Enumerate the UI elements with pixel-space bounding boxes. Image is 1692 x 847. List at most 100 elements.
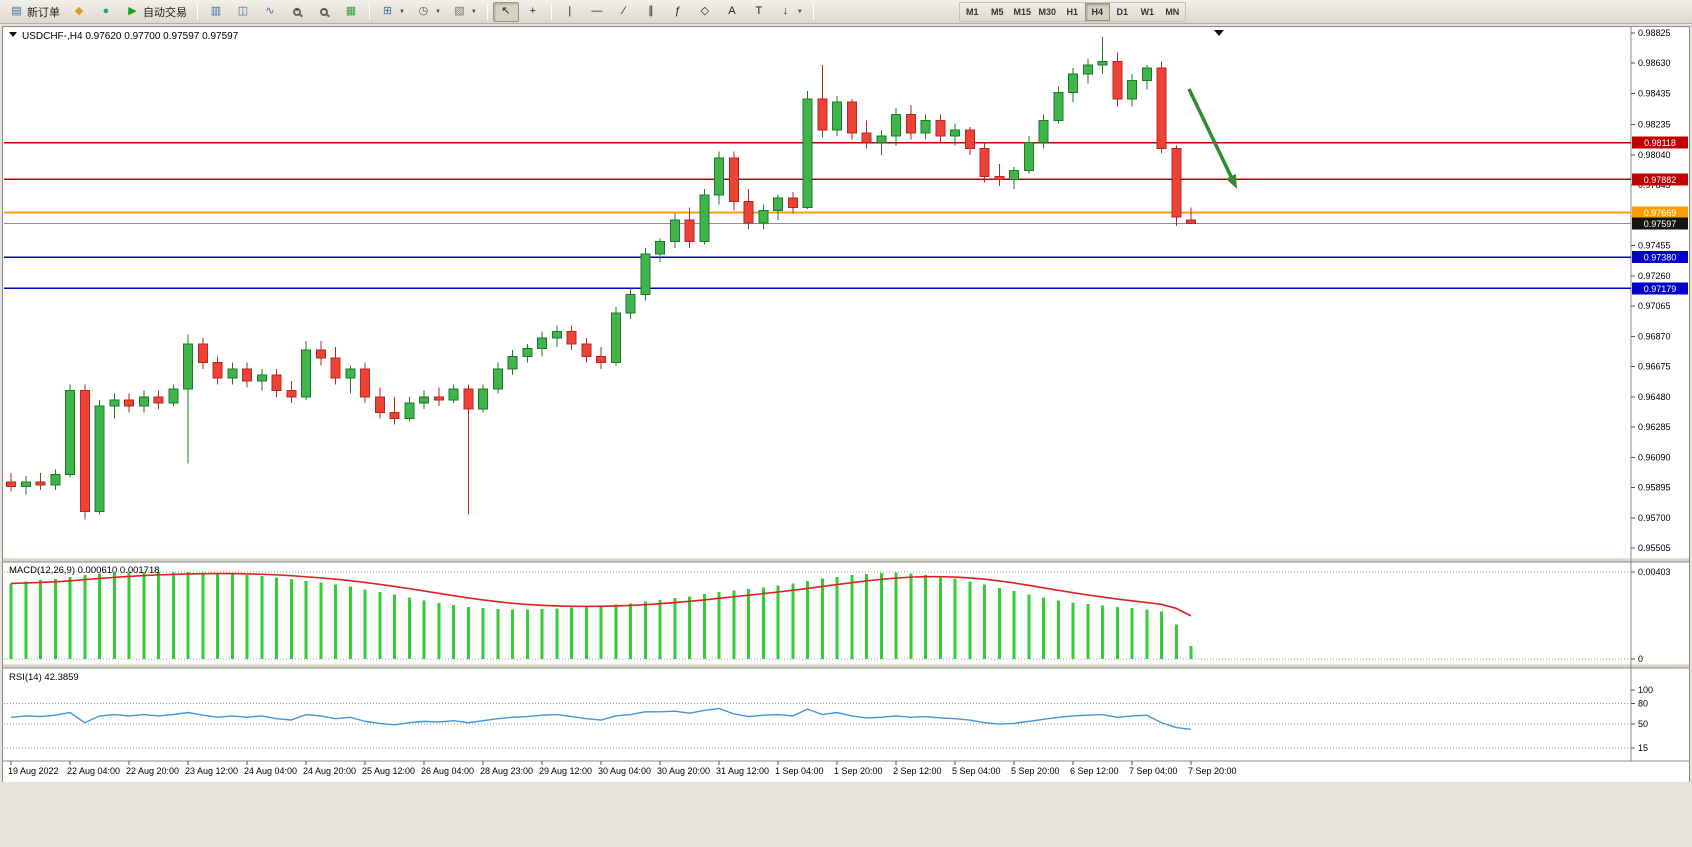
timeframe-m30[interactable]: M30 (1038, 6, 1057, 17)
candle (256, 374, 267, 382)
crosshair-button[interactable]: + (520, 2, 546, 22)
candle (168, 388, 179, 404)
new-chart-button[interactable]: ⊞ ▼ (375, 2, 410, 22)
time-tick-label: 31 Aug 12:00 (716, 766, 769, 776)
candle (640, 253, 651, 295)
timeframe-m15[interactable]: M15 (1013, 6, 1032, 17)
channel-button[interactable]: ∥ (638, 2, 664, 22)
toolbar-separator (550, 3, 552, 20)
candle (1082, 64, 1093, 75)
candle (227, 368, 238, 379)
cursor-icon: ↖ (501, 5, 511, 17)
rsi-axis-label: 15 (1638, 743, 1648, 753)
one-click-trading-arrow[interactable] (9, 32, 17, 37)
market-watch-button[interactable]: ◆ (66, 2, 92, 22)
dropdown-arrow-icon: ▼ (434, 8, 441, 15)
time-tick-label: 24 Aug 04:00 (244, 766, 297, 776)
price-tick-label: 0.98825 (1638, 28, 1671, 38)
time-tick-label: 7 Sep 04:00 (1129, 766, 1178, 776)
zoom-in-button[interactable]: + (284, 2, 310, 22)
fibonacci-button[interactable]: ƒ (665, 2, 691, 22)
candle (389, 411, 400, 419)
tile-windows-icon: ▦ (345, 5, 357, 17)
timeframe-h1[interactable]: H1 (1066, 6, 1079, 17)
chart-background (3, 27, 1689, 782)
price-badge (1632, 136, 1688, 149)
time-tick-label: 1 Sep 20:00 (834, 766, 883, 776)
new-order-button[interactable]: ▤ 新订单 (4, 2, 65, 22)
candle (802, 98, 813, 209)
candle (522, 348, 533, 357)
candle (669, 219, 680, 243)
usdchf-h4-chart[interactable]: USDCHF-,H4 0.97620 0.97700 0.97597 0.975… (2, 26, 1692, 784)
price-tick-label: 0.98040 (1638, 150, 1671, 160)
candle (684, 219, 695, 243)
timeframe-mn[interactable]: MN (1165, 6, 1180, 17)
candle (728, 157, 739, 202)
timeframe-m1[interactable]: M1 (966, 6, 979, 17)
toolbar-separator (812, 3, 814, 20)
price-badge-label: 0.97882 (1644, 175, 1677, 185)
time-tick-label: 19 Aug 2022 (8, 766, 59, 776)
candle (625, 293, 636, 314)
candlestick-chart-button[interactable]: ◫ (230, 2, 256, 22)
rsi-axis-label: 50 (1638, 719, 1648, 729)
vertical-line-button[interactable]: | (557, 2, 583, 22)
timeframe-m5[interactable]: M5 (991, 6, 1004, 17)
dropdown-arrow-icon: ▼ (470, 8, 477, 15)
line-chart-button[interactable]: ∿ (257, 2, 283, 22)
zoom-out-button[interactable]: − (311, 2, 337, 22)
candle (79, 390, 90, 513)
chart-window[interactable]: USDCHF-,H4 0.97620 0.97700 0.97597 0.975… (2, 26, 1690, 782)
rsi-axis-label: 80 (1638, 699, 1648, 709)
price-tick-label: 0.98630 (1638, 58, 1671, 68)
bar-chart-button[interactable]: ▥ (203, 2, 229, 22)
clock-icon: ◷ (418, 5, 429, 17)
time-tick-label: 29 Aug 12:00 (539, 766, 592, 776)
periods-button[interactable]: ◷ ▼ (411, 2, 446, 22)
label-button[interactable]: T (746, 2, 772, 22)
market-watch-icon: ◆ (74, 5, 84, 17)
candle (478, 388, 488, 410)
rsi-axis-label: 100 (1638, 685, 1653, 695)
price-tick-label: 0.95505 (1638, 543, 1671, 553)
price-badge (1632, 251, 1688, 264)
data-window-button[interactable]: ● (93, 2, 119, 22)
candle (861, 132, 872, 143)
tile-windows-button[interactable]: ▦ (338, 2, 364, 22)
candle (846, 101, 857, 134)
candle (507, 355, 518, 370)
time-tick-label: 6 Sep 12:00 (1070, 766, 1119, 776)
price-tick-label: 0.96870 (1638, 331, 1671, 341)
bar-chart-icon: ▥ (210, 5, 222, 17)
arrows-button[interactable]: ↓ ▼ (773, 2, 808, 22)
shapes-button[interactable]: ◇ (692, 2, 718, 22)
price-badge-label: 0.97669 (1644, 208, 1677, 218)
trendline-button[interactable]: ∕ (611, 2, 637, 22)
candle (994, 175, 1005, 181)
candlestick-icon: ◫ (237, 5, 249, 17)
text-button[interactable]: A (719, 2, 745, 22)
time-tick-label: 22 Aug 04:00 (67, 766, 120, 776)
auto-trading-button-label: 自动交易 (143, 6, 187, 19)
time-tick-label: 26 Aug 04:00 (421, 766, 474, 776)
magnifier-shape: + (293, 7, 301, 16)
auto-trading-button[interactable]: ▶ 自动交易 (120, 2, 192, 22)
price-tick-label: 0.97065 (1638, 301, 1671, 311)
templates-button[interactable]: ▧ ▼ (447, 2, 482, 22)
candle (1156, 67, 1167, 150)
horizontal-line-button[interactable]: — (584, 2, 610, 22)
cursor-button[interactable]: ↖ (492, 1, 519, 22)
dropdown-arrow-icon: ▼ (796, 8, 803, 15)
price-tick-label: 0.96675 (1638, 362, 1671, 372)
candle (1141, 67, 1152, 81)
timeframe-w1[interactable]: W1 (1140, 6, 1155, 17)
timeframe-d1[interactable]: D1 (1116, 6, 1129, 17)
timeframe-h4[interactable]: H4 (1084, 2, 1110, 21)
candle (1171, 148, 1182, 218)
trend-arrow-annotation (1187, 88, 1235, 181)
macd-axis-label: 0.00403 (1638, 567, 1671, 577)
time-tick-label: 7 Sep 20:00 (1188, 766, 1237, 776)
candle (787, 197, 798, 209)
candle (212, 362, 223, 379)
